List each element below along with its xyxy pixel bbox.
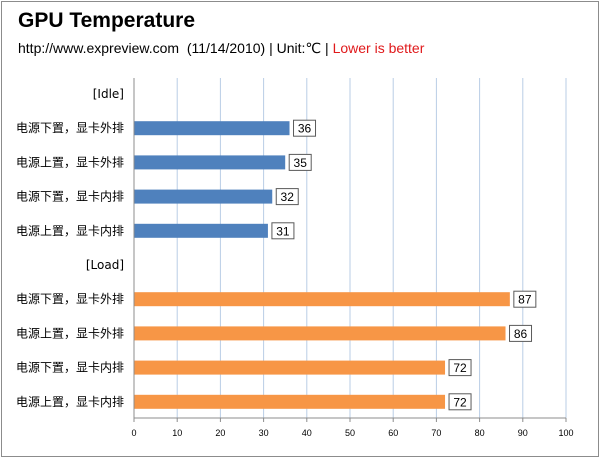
data-label: 72 (453, 395, 467, 409)
data-label: 36 (298, 122, 312, 136)
bar[interactable] (134, 292, 510, 307)
x-tick-label: 10 (172, 428, 182, 438)
x-tick-label: 50 (345, 428, 355, 438)
bar[interactable] (134, 223, 268, 238)
category-label: 电源上置，显卡外排 (16, 326, 124, 340)
category-label: 电源下置，显卡内排 (16, 190, 124, 204)
data-label-box (293, 119, 317, 137)
x-tick-label: 0 (131, 428, 136, 438)
category-label: 电源上置，显卡内排 (16, 224, 124, 238)
category-label: 电源上置，显卡外排 (16, 155, 124, 169)
data-label: 86 (514, 327, 528, 341)
chart-subtitle: http://www.expreview.com (11/14/2010) | … (18, 40, 424, 57)
data-label-box (448, 393, 472, 411)
chart-title: GPU Temperature (18, 9, 195, 32)
category-label: 电源下置，显卡外排 (16, 121, 124, 135)
data-label: 87 (518, 293, 532, 307)
x-tick-label: 100 (558, 428, 573, 438)
category-label: 电源下置，显卡外排 (16, 292, 124, 306)
data-label-box (271, 222, 295, 240)
x-tick-label: 20 (215, 428, 225, 438)
x-tick-label: 90 (518, 428, 528, 438)
x-tick-label: 70 (431, 428, 441, 438)
data-label: 31 (276, 224, 290, 238)
subtitle-separator: | (325, 40, 329, 56)
bar[interactable] (134, 155, 286, 170)
data-label-box (288, 153, 312, 171)
category-label: 电源上置，显卡内排 (16, 395, 124, 409)
subtitle-separator: | (269, 40, 273, 56)
source-url[interactable]: http://www.expreview.com (18, 40, 180, 56)
x-tick-label: 40 (302, 428, 312, 438)
bar[interactable] (134, 394, 446, 409)
data-label-box (509, 324, 533, 342)
category-label: 电源下置，显卡内排 (16, 361, 124, 375)
bar[interactable] (134, 360, 446, 375)
subtitle-date: (11/14/2010) (186, 40, 266, 56)
bar[interactable] (134, 121, 290, 136)
group-label: [Load] (86, 258, 124, 272)
data-label: 35 (294, 156, 308, 170)
subtitle-note: Lower is better (332, 40, 425, 56)
data-label-box (275, 188, 299, 206)
x-tick-label: 80 (475, 428, 485, 438)
x-tick-label: 30 (259, 428, 269, 438)
data-label: 32 (281, 190, 295, 204)
bar[interactable] (134, 189, 273, 204)
data-label-box (513, 290, 537, 308)
bar[interactable] (134, 326, 506, 341)
data-label: 72 (453, 361, 467, 375)
group-label: [Idle] (93, 87, 124, 101)
x-tick-label: 60 (388, 428, 398, 438)
data-label-box (448, 359, 472, 377)
subtitle-unit: Unit:℃ (276, 40, 322, 56)
